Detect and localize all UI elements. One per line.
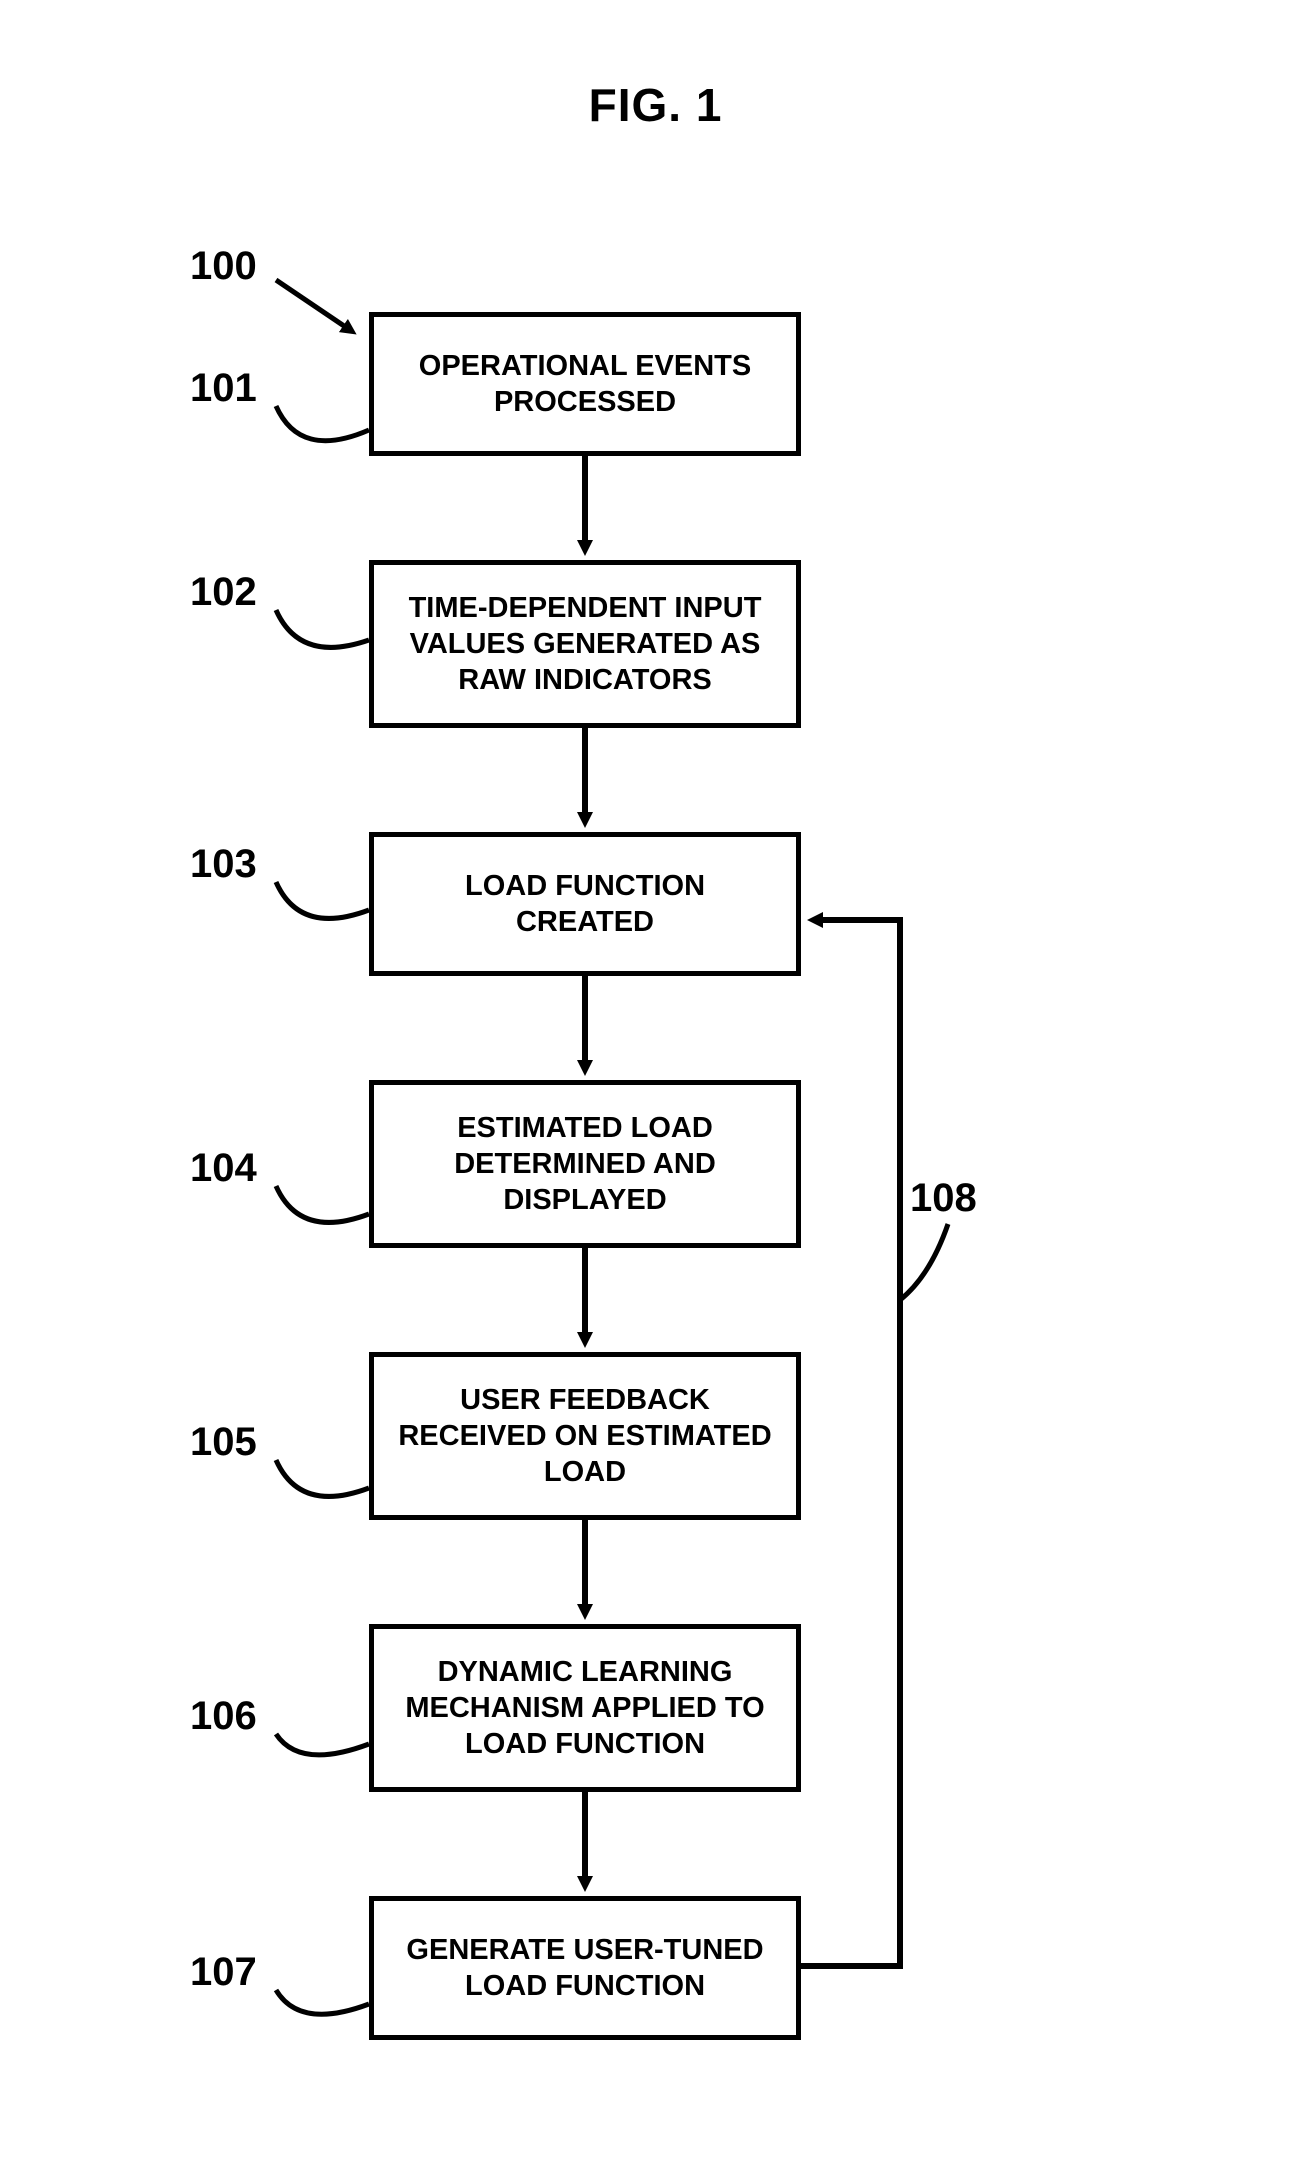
node-text: USER FEEDBACK RECEIVED ON ESTIMATED LOAD: [392, 1382, 778, 1491]
lead-line: [276, 406, 369, 441]
node-generate-user-tuned: GENERATE USER-TUNED LOAD FUNCTION: [369, 1896, 801, 2040]
node-text: GENERATE USER-TUNED LOAD FUNCTION: [392, 1932, 778, 2005]
ref-label-103: 103: [190, 842, 257, 887]
lead-line: [276, 280, 350, 330]
ref-label-105: 105: [190, 1420, 257, 1465]
node-dynamic-learning: DYNAMIC LEARNING MECHANISM APPLIED TO LO…: [369, 1624, 801, 1792]
lead-line: [276, 1460, 369, 1496]
node-text: OPERATIONAL EVENTS PROCESSED: [392, 348, 778, 421]
node-text: DYNAMIC LEARNING MECHANISM APPLIED TO LO…: [392, 1654, 778, 1763]
node-time-dependent-input: TIME-DEPENDENT INPUT VALUES GENERATED AS…: [369, 560, 801, 728]
lead-line: [276, 1186, 369, 1222]
ref-label-106: 106: [190, 1694, 257, 1739]
lead-line: [276, 1990, 369, 2014]
figure-title: FIG. 1: [0, 78, 1311, 132]
node-text: LOAD FUNCTION CREATED: [392, 868, 778, 941]
feedback-edge: [801, 920, 900, 1966]
ref-label-108: 108: [910, 1176, 977, 1221]
node-user-feedback: USER FEEDBACK RECEIVED ON ESTIMATED LOAD: [369, 1352, 801, 1520]
ref-label-102: 102: [190, 570, 257, 615]
node-text: TIME-DEPENDENT INPUT VALUES GENERATED AS…: [392, 590, 778, 699]
lead-line: [900, 1224, 948, 1300]
ref-label-100: 100: [190, 244, 257, 289]
lead-line: [276, 1734, 369, 1755]
node-text: ESTIMATED LOAD DETERMINED AND DISPLAYED: [392, 1110, 778, 1219]
ref-label-104: 104: [190, 1146, 257, 1191]
ref-label-107: 107: [190, 1950, 257, 1995]
node-operational-events: OPERATIONAL EVENTS PROCESSED: [369, 312, 801, 456]
lead-line: [276, 610, 369, 647]
node-load-function-created: LOAD FUNCTION CREATED: [369, 832, 801, 976]
ref-label-101: 101: [190, 366, 257, 411]
node-estimated-load: ESTIMATED LOAD DETERMINED AND DISPLAYED: [369, 1080, 801, 1248]
lead-line: [276, 882, 369, 918]
